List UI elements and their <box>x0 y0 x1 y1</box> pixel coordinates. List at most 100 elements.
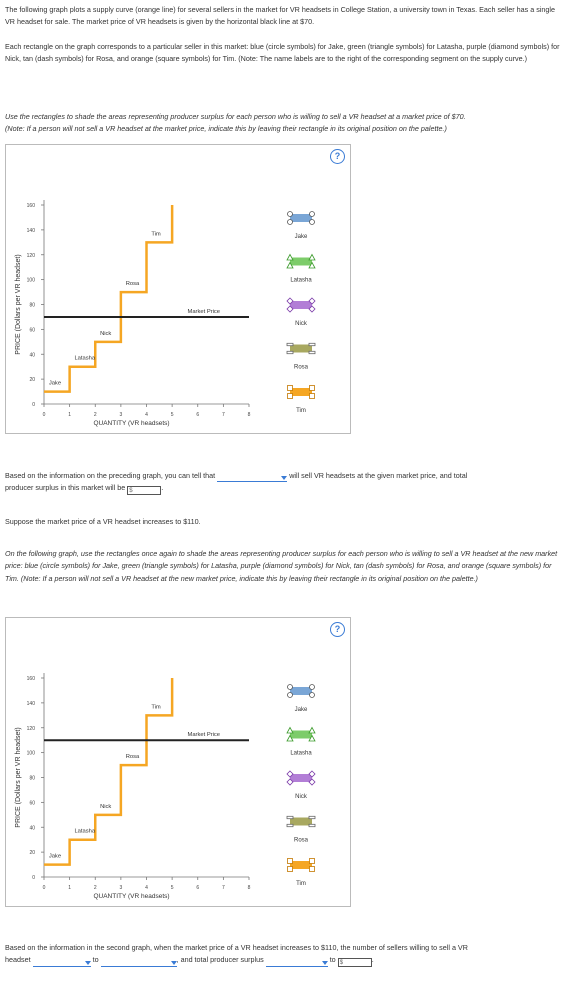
seller-label-nick: Nick <box>100 804 111 810</box>
dash-icon <box>308 823 316 828</box>
seller-label-jake: Jake <box>49 381 61 387</box>
y-tick-label: 80 <box>29 776 35 782</box>
diamond-icon <box>286 778 294 786</box>
x-tick-label: 2 <box>94 412 97 418</box>
graph-panel-1: ? PRICE (Dollars per VR headset) 0 20 40 60 8… <box>5 144 351 434</box>
triangle-icon <box>286 726 294 734</box>
seller-label-nick: Nick <box>100 331 111 337</box>
y-tick-label: 60 <box>29 327 35 333</box>
seller-label-rosa: Rosa <box>126 754 140 760</box>
palette-item-tim[interactable] <box>287 385 315 399</box>
palette-item-jake[interactable] <box>287 684 315 698</box>
y-tick-label: 160 <box>27 676 36 682</box>
y-tick-label: 160 <box>27 203 36 209</box>
circle-icon <box>287 219 293 225</box>
chevron-down-icon <box>170 960 177 965</box>
x-tick-label: 0 <box>43 885 46 891</box>
square-icon <box>287 858 293 864</box>
seller-label-latasha: Latasha <box>74 356 95 362</box>
palette-rect-rosa <box>290 817 312 826</box>
square-icon <box>309 385 315 391</box>
square-icon <box>287 866 293 872</box>
palette-label-nick: Nick <box>295 321 308 327</box>
x-axis-label: QUANTITY (VR headsets) <box>93 893 169 900</box>
x-tick-label: 1 <box>68 885 71 891</box>
sellers-dropdown-1[interactable] <box>217 472 288 483</box>
question-1: Based on the information on the precedin… <box>5 471 468 495</box>
triangle-icon <box>286 261 294 269</box>
x-tick-label: 1 <box>68 412 71 418</box>
sellers-after-dropdown[interactable] <box>100 957 177 967</box>
dash-icon <box>286 350 294 355</box>
seller-label-jake: Jake <box>49 854 61 860</box>
diamond-icon <box>286 770 294 778</box>
square-icon <box>309 393 315 399</box>
supply-curve <box>44 205 174 393</box>
x-tick-label: 3 <box>119 885 122 891</box>
producer-surplus-input-2[interactable]: $ <box>337 957 372 967</box>
palette-rect-rosa <box>290 344 312 353</box>
y-tick-label: 120 <box>27 253 36 259</box>
triangle-icon <box>308 261 316 269</box>
x-tick-label: 8 <box>248 885 251 891</box>
chevron-down-icon <box>84 960 91 965</box>
palette-item-nick[interactable] <box>286 770 316 786</box>
instruction-2: On the following graph, use the rectangl… <box>5 549 558 583</box>
y-tick-label: 0 <box>32 875 35 881</box>
palette-label-tim: Tim <box>296 881 306 887</box>
seller-label-tim: Tim <box>151 231 161 237</box>
palette-item-jake[interactable] <box>287 211 315 225</box>
square-icon <box>287 393 293 399</box>
dash-icon <box>308 342 316 347</box>
y-tick-label: 80 <box>29 303 35 309</box>
palette-label-jake: Jake <box>295 707 308 713</box>
instruction-1: Use the rectangles to shade the areas re… <box>5 112 466 134</box>
intro-paragraph-2: Each rectangle on the graph corresponds … <box>5 42 560 64</box>
intro-paragraph-1: The following graph plots a supply curve… <box>5 5 555 27</box>
square-icon <box>309 866 315 872</box>
y-axis-label: PRICE (Dollars per VR headset) <box>15 254 22 354</box>
dash-icon <box>308 350 316 355</box>
x-tick-label: 4 <box>145 885 148 891</box>
palette-rect-latasha <box>290 257 312 266</box>
sellers-before-dropdown[interactable] <box>32 957 91 967</box>
palette-item-rosa[interactable] <box>286 342 316 355</box>
palette-rect-nick <box>290 301 312 309</box>
x-tick-label: 3 <box>119 412 122 418</box>
supply-curve <box>44 678 174 866</box>
y-tick-label: 20 <box>29 377 35 383</box>
palette-rect-latasha <box>290 730 312 739</box>
y-tick-label: 140 <box>27 228 36 234</box>
producer-surplus-input-1[interactable]: $ <box>127 485 162 495</box>
palette-item-latasha[interactable] <box>286 253 316 269</box>
seller-label-latasha: Latasha <box>74 829 95 835</box>
help-icon[interactable]: ? <box>330 149 345 164</box>
circle-icon <box>309 692 315 698</box>
dash-icon <box>286 815 294 820</box>
triangle-icon <box>308 726 316 734</box>
palette-label-rosa: Rosa <box>294 365 309 371</box>
palette-label-jake: Jake <box>295 234 308 240</box>
palette-label-latasha: Latasha <box>290 278 312 284</box>
palette-item-latasha[interactable] <box>286 726 316 742</box>
y-tick-label: 140 <box>27 701 36 707</box>
market-price-label: Market Price <box>188 732 221 738</box>
triangle-icon <box>308 253 316 261</box>
chevron-down-icon <box>281 476 288 481</box>
palette-label-rosa: Rosa <box>294 838 309 844</box>
circle-icon <box>309 211 315 217</box>
palette-item-rosa[interactable] <box>286 815 316 828</box>
x-tick-label: 2 <box>94 885 97 891</box>
palette-rect-nick <box>290 774 312 782</box>
y-tick-label: 0 <box>32 402 35 408</box>
x-tick-label: 4 <box>145 412 148 418</box>
surplus-change-dropdown[interactable] <box>265 957 328 967</box>
help-icon[interactable]: ? <box>330 622 345 637</box>
palette-item-tim[interactable] <box>287 858 315 872</box>
diamond-icon <box>308 778 316 786</box>
seller-label-rosa: Rosa <box>126 281 140 287</box>
palette-item-nick[interactable] <box>286 297 316 313</box>
x-tick-label: 5 <box>171 885 174 891</box>
circle-icon <box>287 211 293 217</box>
y-tick-label: 60 <box>29 800 35 806</box>
